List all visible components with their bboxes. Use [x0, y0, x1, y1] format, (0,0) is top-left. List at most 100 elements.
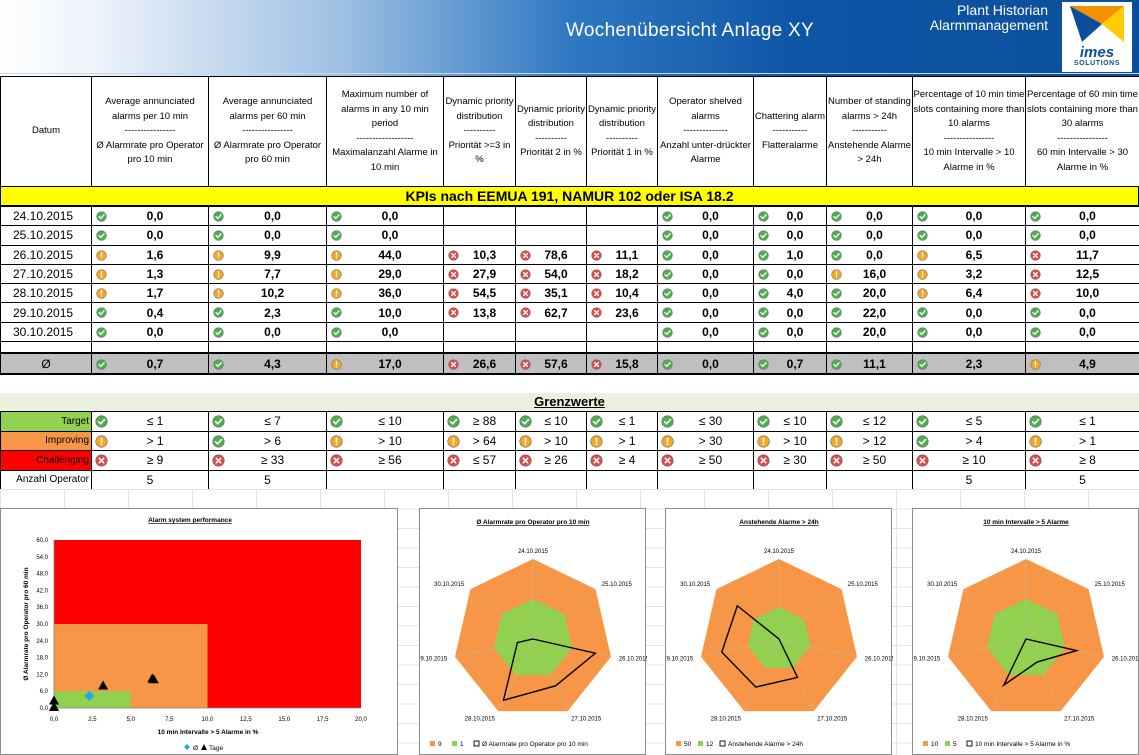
radar-category-label: 30.10.2015 — [927, 582, 958, 588]
kpi-cell: 0,0 — [826, 244, 913, 265]
radar-panel-2: Anstehende Alarme > 24h 24.10.2015 25.10.2… — [665, 508, 893, 755]
check-icon — [1029, 415, 1042, 428]
kpi-cell: 7,7 — [208, 263, 327, 285]
kpi-cell — [515, 225, 587, 246]
alarm-performance-chart: Alarm system performance 0,0 2,5 5,0 7,5 10,0… — [23, 517, 367, 752]
header-en: Operator shelved alarms — [669, 96, 742, 122]
banner-subtitle: Plant Historian Alarmmanagement — [888, 3, 1048, 33]
warning-icon — [757, 434, 770, 448]
header-de: Priorität 1 in % — [591, 147, 653, 158]
limit-cell: ≥ 10 — [912, 450, 1026, 471]
limit-cell: ≥ 9 — [91, 450, 209, 471]
legend-label: 1 — [460, 741, 464, 748]
warning-icon — [96, 288, 107, 299]
cell-value: 44,0 — [378, 247, 402, 262]
kpi-header-table: Datum Average annunciated alarms per 10 … — [0, 76, 1139, 187]
warning-icon — [213, 288, 224, 299]
check-icon — [331, 230, 342, 241]
cell-value: 10,0 — [378, 305, 402, 320]
legend-label: 9 — [438, 741, 442, 748]
radar-category-label: 27.10.2015 — [1064, 716, 1095, 722]
cell-value: ≥ 26 — [544, 453, 568, 468]
limit-cell: 5 — [912, 469, 1026, 490]
kpi-cell: 0,4 — [91, 302, 209, 323]
radar-spoke — [947, 638, 1027, 657]
kpi-cell: 12,5 — [1025, 263, 1139, 285]
check-icon — [917, 211, 928, 222]
cell-value: 18,2 — [615, 267, 639, 282]
table-row: 24.10.2015 0,0 0,0 0,0 0,0 0,0 0,0 0,0 0,0 — [0, 205, 1139, 227]
radar-category-label: 28.10.2015 — [711, 716, 742, 722]
radar-series-line — [502, 638, 597, 702]
check-icon — [916, 434, 929, 448]
kpi-cell: 18,2 — [586, 263, 658, 285]
y-tick-label: 42,0 — [36, 588, 48, 594]
header-en: Number of standing alarms > 24h — [828, 96, 911, 122]
error-icon — [1030, 269, 1041, 280]
cell-value: 5 — [965, 472, 973, 487]
kpi-cell: 1,0 — [753, 244, 827, 265]
cell-value: 0,0 — [1079, 209, 1096, 224]
error-icon — [1030, 249, 1041, 261]
cell-value: 20,0 — [862, 286, 887, 301]
average-cell: 0,7 — [753, 352, 827, 375]
kpi-cell: 0,0 — [826, 225, 913, 246]
header-de: Ø Alarmrate pro Operator pro 60 min — [213, 139, 322, 166]
check-icon — [96, 307, 107, 319]
cell-value: 62,7 — [544, 305, 568, 320]
cell-value: 0,0 — [702, 209, 719, 224]
check-icon — [331, 307, 342, 319]
header-col-4: Dynamic priority distribution ---------- P… — [443, 76, 516, 187]
spacer-cell — [0, 341, 92, 354]
kpi-cell: 10,2 — [208, 283, 327, 304]
cell-value: 0,0 — [146, 228, 164, 243]
cell-value: 0,0 — [965, 305, 983, 320]
cell-value: 10,4 — [615, 286, 639, 301]
limit-label: Target — [0, 411, 92, 432]
radar-series-line — [1002, 638, 1080, 688]
spacer-cell — [657, 341, 754, 354]
warning-icon — [447, 434, 460, 448]
data-point-tage — [98, 680, 109, 690]
average-cell: 4,9 — [1025, 352, 1139, 375]
error-icon — [520, 269, 531, 280]
check-icon — [831, 307, 842, 319]
check-icon — [590, 415, 603, 428]
radar-spoke — [532, 588, 596, 640]
limit-row-target: Target ≤ 1 ≤ 7 ≤ 10 ≥ 88 ≤ 10 ≤ 1 ≤ 30 ≤ 10 ≤ 12 ≤… — [0, 411, 1139, 432]
check-icon — [662, 249, 673, 261]
check-icon — [916, 415, 929, 428]
average-cell: 26,6 — [443, 352, 516, 375]
legend-label-days: Tage — [209, 745, 223, 752]
warning-icon — [331, 288, 342, 299]
kpi-cell: 11,1 — [586, 244, 658, 265]
kpi-cell: 54,5 — [443, 283, 516, 304]
cell-value: 0,0 — [381, 324, 399, 339]
limit-cell: ≤ 1 — [1025, 411, 1139, 432]
radar-category-label: 25.10.2015 — [1095, 582, 1126, 588]
header-en: Average annunciated alarms per 10 min — [105, 96, 195, 122]
chart-title: Ø Alarmrate pro Operator pro 10 min — [476, 519, 589, 526]
cell-value: 6,5 — [965, 247, 983, 262]
cell-value: 0,0 — [1079, 324, 1096, 339]
limit-cell: ≥ 50 — [826, 450, 913, 471]
x-tick-label: 0,0 — [50, 717, 59, 723]
cell-value: ≥ 10 — [962, 453, 986, 468]
kpi-cell: 0,0 — [657, 263, 754, 285]
cell-value: ≥ 4 — [618, 453, 636, 468]
warning-icon — [917, 269, 928, 280]
limit-cell: ≥ 30 — [753, 450, 827, 471]
legend-label-avg: Ø — [193, 745, 198, 752]
row-date: 30.10.2015 — [0, 321, 92, 343]
radar-panel-1: Ø Alarmrate pro Operator pro 10 min 24.10… — [419, 508, 647, 755]
legend-swatch — [452, 741, 457, 746]
y-tick-label: 18,0 — [36, 656, 48, 662]
kpi-cell: 6,4 — [912, 283, 1026, 304]
cell-value: 0,0 — [965, 228, 983, 243]
limit-cell: ≤ 1 — [91, 411, 209, 432]
kpi-cell: 0,0 — [326, 225, 444, 246]
radar-chart-standing: Anstehende Alarme > 24h 24.10.2015 25.10.2… — [666, 519, 893, 748]
limit-cell — [326, 469, 444, 490]
cell-value: ≥ 33 — [260, 453, 285, 468]
kpi-cell: 20,0 — [826, 283, 913, 304]
